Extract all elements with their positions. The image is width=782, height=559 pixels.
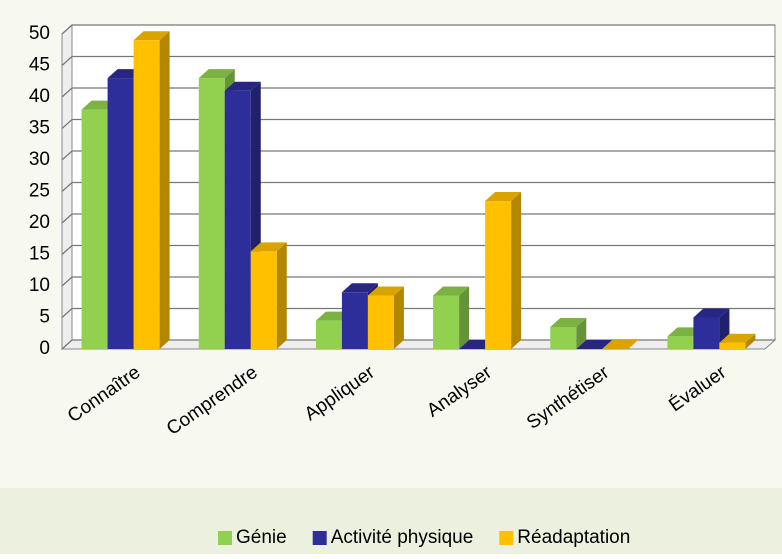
y-tick-label: 45 (29, 55, 50, 76)
bar (133, 40, 160, 350)
bar (81, 109, 108, 349)
bar-top (693, 308, 730, 318)
grid-line (61, 150, 775, 161)
bar (367, 295, 394, 349)
grid-line (61, 213, 775, 224)
grid-line (61, 339, 775, 350)
bar-top (576, 340, 613, 349)
bar-top (367, 286, 404, 296)
legend-label: Réadaptation (517, 527, 630, 548)
bar (485, 200, 512, 349)
bar-top (341, 283, 378, 293)
bar (550, 326, 577, 349)
bar-side (745, 333, 756, 349)
grid-line (61, 307, 775, 318)
y-tick-label: 5 (39, 307, 50, 328)
y-tick-label: 35 (29, 118, 50, 139)
bar (693, 317, 720, 349)
bar-side (159, 31, 170, 350)
y-tick-label: 15 (29, 244, 50, 265)
bar-top (433, 286, 470, 296)
bar (719, 342, 746, 349)
grid-line (61, 276, 775, 287)
grid-line (61, 118, 775, 129)
bar-top (250, 242, 287, 252)
legend-swatch (499, 531, 514, 545)
bar-top (198, 69, 235, 79)
grid-line (61, 181, 775, 192)
bar-top (133, 31, 170, 41)
grid-line (61, 55, 775, 66)
bar-top (550, 317, 587, 327)
grid-line (61, 24, 775, 35)
bar (433, 295, 460, 349)
bar-top (602, 340, 639, 349)
bar (250, 251, 277, 349)
legend-label: Génie (236, 527, 287, 548)
legend-swatch (312, 531, 327, 545)
bar-side (576, 317, 587, 349)
y-tick-label: 0 (39, 338, 50, 359)
legend-swatch (218, 531, 232, 545)
bar (315, 320, 342, 349)
bar-side (393, 286, 404, 349)
bar (667, 336, 694, 349)
bar-top (485, 191, 522, 201)
y-tick-label: 30 (29, 149, 50, 170)
y-tick-label: 25 (29, 181, 50, 202)
y-tick-label: 10 (29, 275, 50, 296)
bar-side (276, 242, 287, 349)
bar (341, 292, 368, 349)
y-tick-label: 50 (29, 23, 50, 44)
bar (107, 78, 134, 349)
y-tick-label: 40 (29, 86, 50, 107)
bar-top (719, 333, 756, 343)
bar-side (511, 191, 522, 349)
y-tick-label: 20 (29, 212, 50, 233)
bar (224, 90, 251, 349)
bar (198, 78, 225, 349)
grid-line (61, 87, 775, 98)
grid-line (61, 244, 775, 255)
legend-label: Activité physique (331, 527, 474, 548)
bar-top (224, 81, 261, 91)
bar-side (459, 286, 470, 349)
